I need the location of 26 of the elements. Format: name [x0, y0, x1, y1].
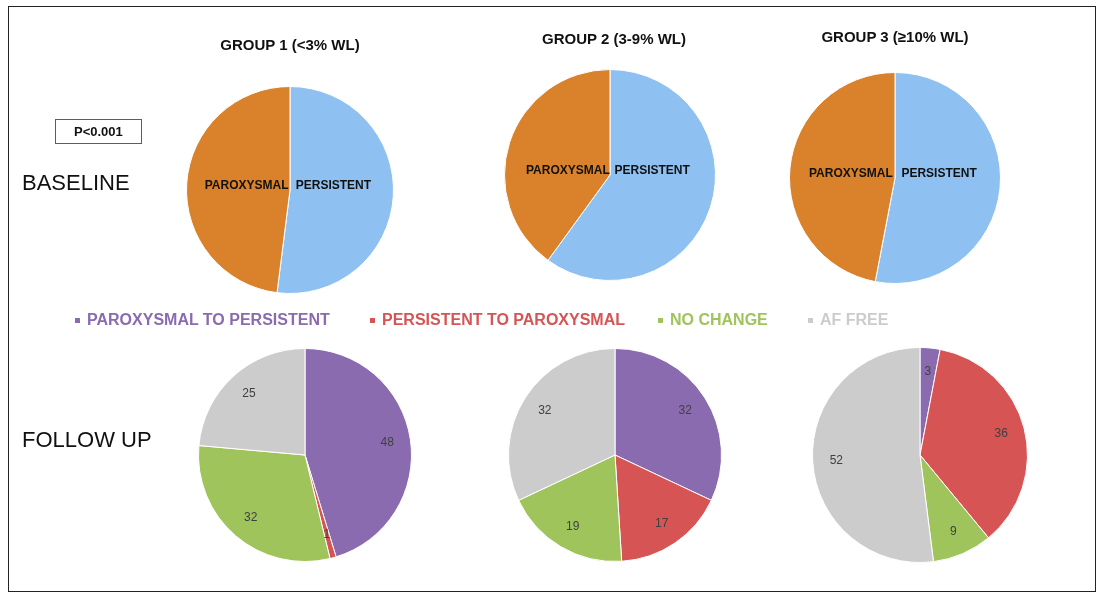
data-label: 36 [994, 426, 1009, 441]
data-label: 25 [242, 386, 256, 401]
text: BASELINE [22, 170, 130, 196]
legend-label: PERSISTENT TO PAROXYSMAL [382, 311, 625, 329]
data-label: 48 [380, 435, 395, 450]
text: FOLLOW UP [22, 427, 152, 453]
data-label: 17 [655, 516, 669, 531]
text: P<0.001 [55, 119, 142, 144]
data-label: 3 [924, 363, 932, 378]
legend-label: PAROXYSMAL TO PERSISTENT [87, 311, 330, 329]
data-label: 32 [538, 402, 552, 417]
chart-title: GROUP 1 (<3% WL) [219, 36, 361, 53]
slice-label: PAROXYSMAL [525, 163, 610, 178]
legend-label: NO CHANGE [670, 311, 768, 329]
slice-label: PERSISTENT [901, 166, 978, 181]
slice-label: PAROXYSMAL [204, 178, 289, 193]
chart-title: GROUP 2 (3-9% WL) [541, 30, 687, 47]
data-label: 32 [244, 510, 258, 525]
data-label: 9 [949, 524, 957, 539]
slice-label: PAROXYSMAL [808, 166, 893, 181]
data-label: 19 [566, 518, 580, 533]
slice-label: PERSISTENT [614, 163, 691, 178]
chart-title: GROUP 3 (≥10% WL) [820, 28, 970, 45]
data-label: 32 [678, 402, 693, 417]
slice-label: PERSISTENT [295, 178, 372, 193]
data-label: 52 [829, 452, 844, 467]
